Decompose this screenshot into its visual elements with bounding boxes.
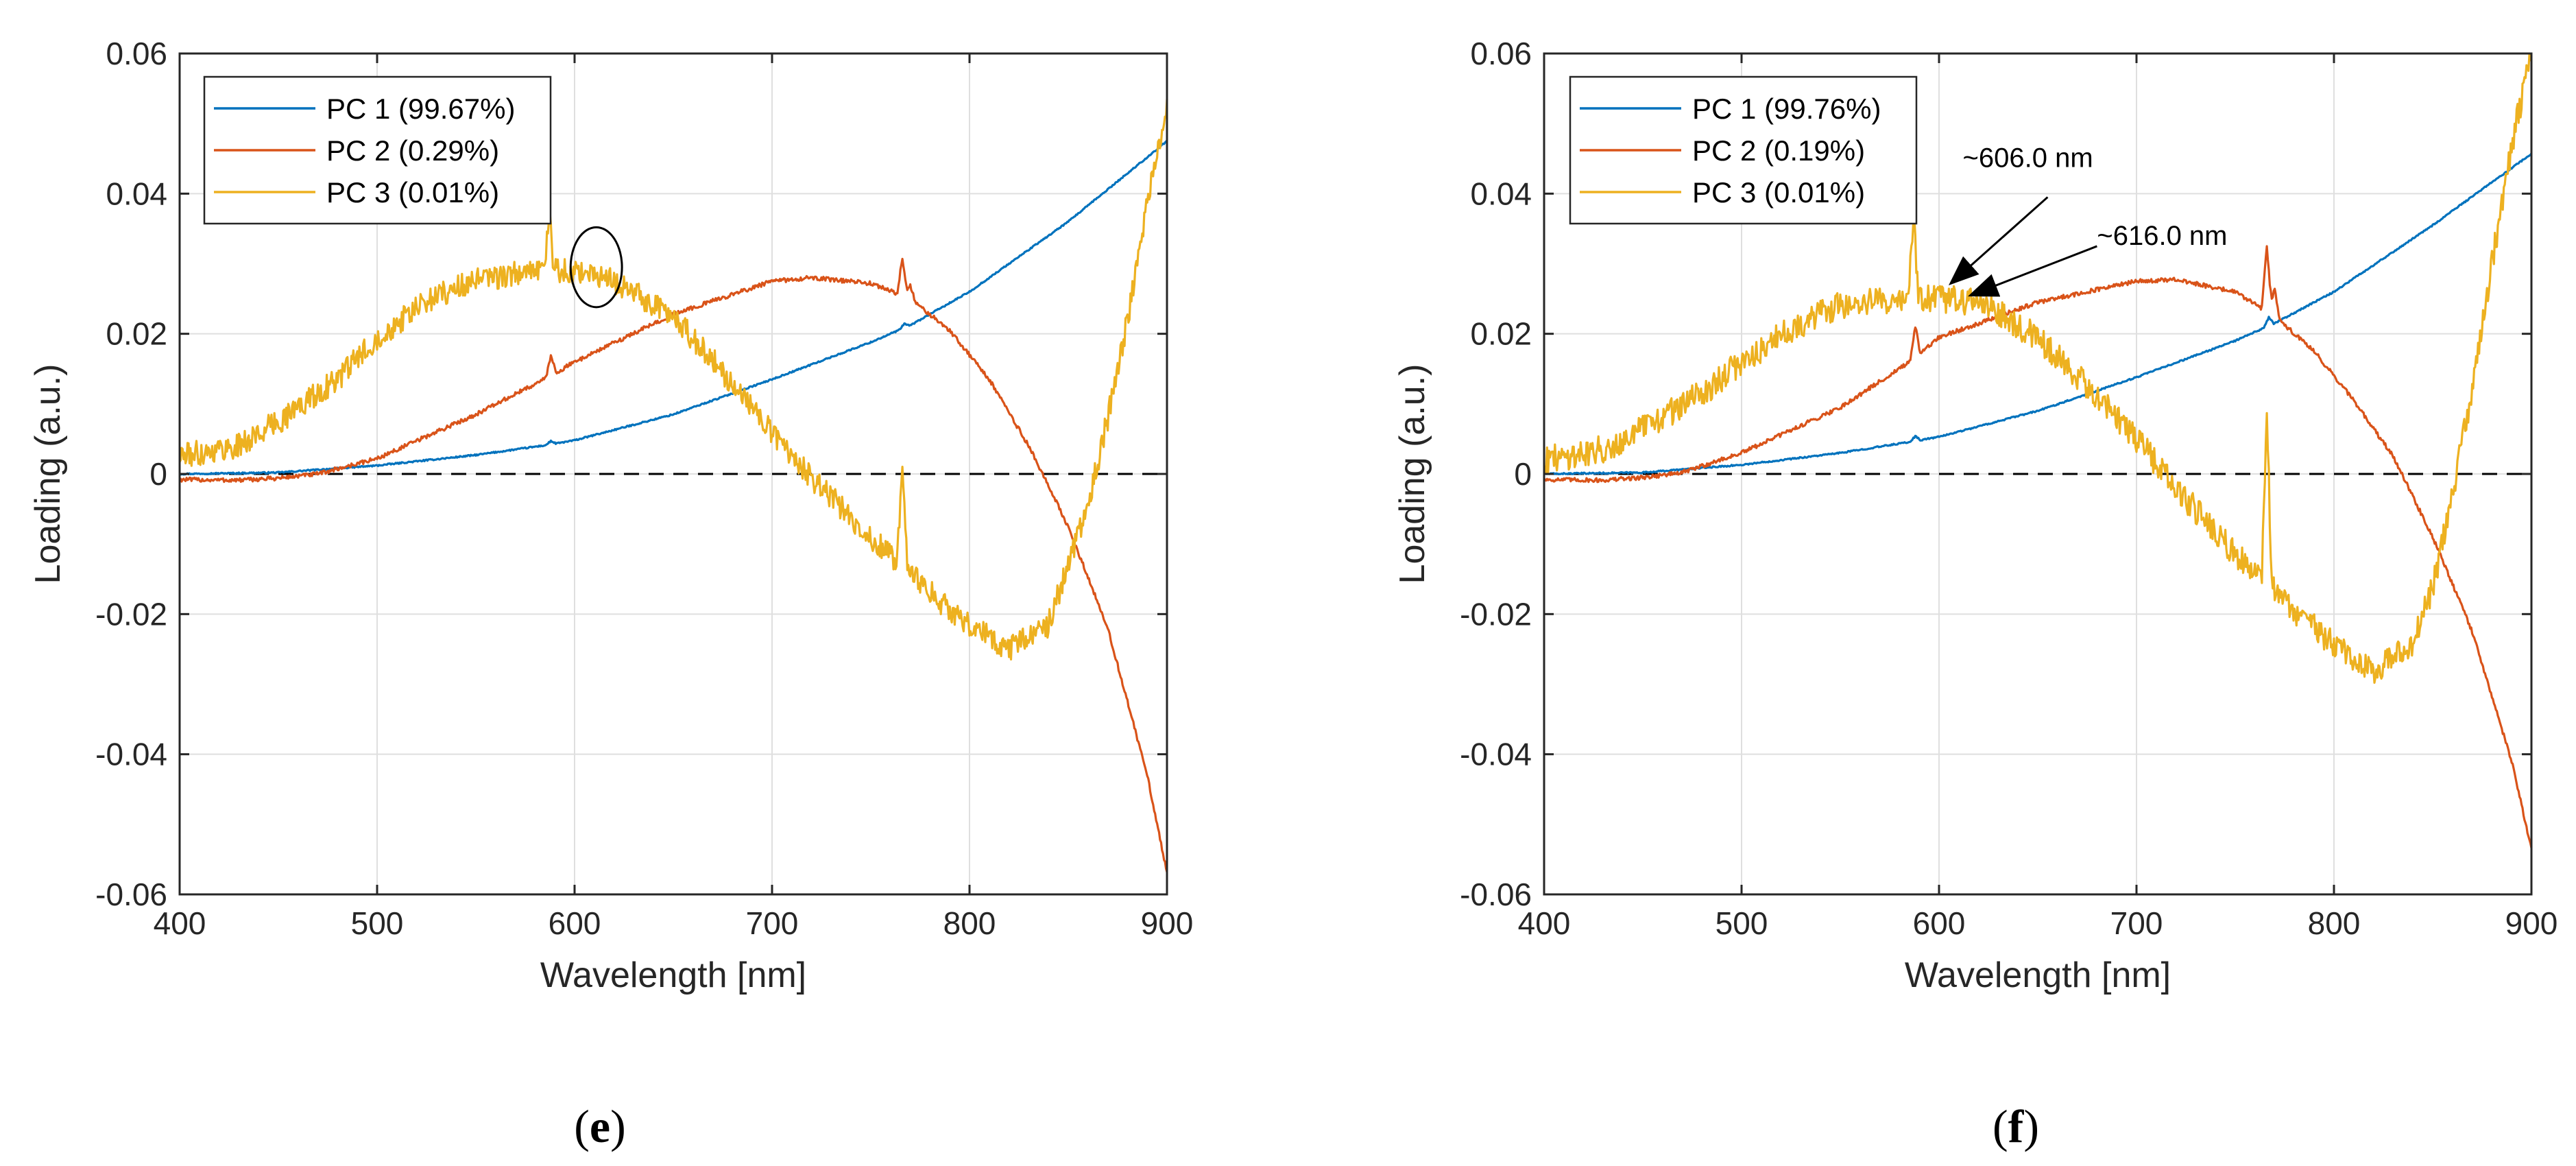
y-tick-label: 0.06 [106,36,167,71]
panel-caption: (f) [1993,1100,2039,1152]
caption-letter: f [2008,1100,2025,1152]
y-tick-label: -0.02 [95,596,167,632]
y-tick-label: -0.02 [1460,596,1532,632]
series-line-pc3 [178,99,1168,661]
chart-panel-f: 400 500 600 700 800 900 -0.06 -0.04 -0.02 0 0.02 0.… [1393,36,2557,1152]
x-tick-label: 600 [549,905,601,941]
series-line-pc2 [1543,245,2533,848]
annotation-arrow [1967,245,2097,297]
x-tick-label: 600 [1913,905,1966,941]
y-axis-label: Loading (a.u.) [28,364,68,584]
caption-letter: e [590,1100,610,1152]
y-tick-label: -0.06 [1460,877,1532,912]
x-axis-label: Wavelength [nm] [540,955,806,995]
y-tick-label: -0.04 [95,737,167,772]
x-axis-label: Wavelength [nm] [1905,955,2171,995]
legend-label-pc3: PC 3 (0.01%) [326,176,499,209]
y-tick-label: -0.04 [1460,737,1532,772]
y-tick-label: 0 [1514,456,1532,492]
y-tick-label: 0.04 [106,176,167,211]
y-tick-label: 0.04 [1470,176,1532,211]
x-tick-label: 500 [351,905,404,941]
legend: PC 1 (99.67%) PC 2 (0.29%) PC 3 (0.01%) [203,75,552,225]
x-tick-label: 900 [2505,905,2558,941]
annotation-arrow [1948,196,2049,286]
x-tick-label: 700 [746,905,799,941]
legend-label-pc2: PC 2 (0.19%) [1692,134,1865,167]
caption-close: ) [610,1100,626,1152]
x-tick-label: 800 [943,905,996,941]
y-tick-label: -0.06 [95,877,167,912]
x-tick-label: 800 [2308,905,2361,941]
panel-caption: (e) [574,1100,626,1152]
caption-open: ( [574,1100,590,1152]
legend-label-pc2: PC 2 (0.29%) [326,134,499,167]
x-tick-label: 400 [1518,905,1571,941]
legend-label-pc1: PC 1 (99.76%) [1692,93,1881,125]
y-axis-label: Loading (a.u.) [1393,364,1432,584]
annotation-label: ~606.0 nm [1963,143,2093,174]
y-tick-label: 0.02 [106,316,167,352]
legend-label-pc1: PC 1 (99.67%) [326,93,515,125]
y-tick-label: 0.06 [1470,36,1532,71]
annotation-ellipse [569,226,623,309]
x-tick-label: 700 [2110,905,2163,941]
legend: PC 1 (99.76%) PC 2 (0.19%) PC 3 (0.01%) [1569,75,1918,225]
series-line-pc3 [1543,52,2533,685]
y-tick-label: 0 [149,456,167,492]
caption-open: ( [1993,1100,2008,1152]
x-tick-label: 400 [154,905,206,941]
caption-close: ) [2023,1100,2039,1152]
series-line-pc1 [1543,152,2533,476]
y-tick-label: 0.02 [1470,316,1532,352]
chart-panel-e: 400 500 600 700 800 900 -0.06 -0.04 -0.02 0 0.02 0.… [28,36,1193,1152]
x-tick-label: 500 [1716,905,1768,941]
legend-label-pc3: PC 3 (0.01%) [1692,176,1865,209]
x-tick-label: 900 [1141,905,1194,941]
annotation-label: ~616.0 nm [2097,221,2227,251]
